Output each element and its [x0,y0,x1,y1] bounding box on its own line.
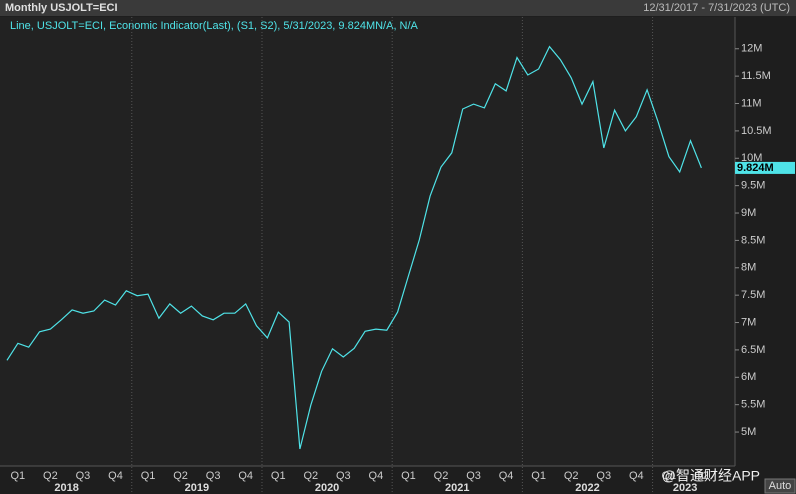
x-tick-label: Q1 [531,470,546,482]
x-tick-label: Q1 [401,470,416,482]
y-tick-label: 9M [741,207,756,219]
x-tick-label: Q2 [564,470,579,482]
year-label: 2022 [575,482,599,494]
year-label: 2020 [315,482,339,494]
x-tick-label: Q3 [76,470,91,482]
x-tick-label: Q1 [271,470,286,482]
y-tick-label: 7M [741,316,756,328]
x-tick-label: Q2 [303,470,318,482]
legend: Line, USJOLT=ECI, Economic Indicator(Las… [10,20,419,32]
y-tick-label: 5.5M [741,399,765,411]
x-tick-label: Q3 [206,470,221,482]
auto-button[interactable] [764,478,796,494]
y-tick-label: 10.5M [741,125,772,137]
x-tick-label: Q4 [499,470,514,482]
last-value-label: 9.824M [737,162,774,174]
y-tick-label: 9.5M [741,180,765,192]
x-tick-label: Q1 [11,470,26,482]
y-tick-label: 11M [741,97,762,109]
y-tick-label: 7.5M [741,289,765,301]
x-tick-label: Q4 [629,470,644,482]
header-title: Monthly USJOLT=ECI [5,2,118,14]
x-tick-label: Q2 [434,470,449,482]
year-label: 2021 [445,482,469,494]
year-label: 2023 [673,482,697,494]
x-tick-label: Q3 [596,470,611,482]
year-label: 2018 [54,482,78,494]
header-bar [0,0,796,16]
x-tick-label: Q4 [369,470,384,482]
series-line [6,45,702,450]
last-value-tag [735,161,795,174]
x-tick-label: Q1 [141,470,156,482]
x-tick-label: Q1 [662,470,677,482]
plot-area [0,17,735,466]
year-label: 2019 [185,482,209,494]
y-tick-label: 12M [741,43,762,55]
x-tick-label: Q4 [108,470,123,482]
x-tick-label: Q2 [173,470,188,482]
y-tick-label: 5M [741,426,756,438]
watermark: @智通财经APP [662,468,760,484]
x-tick-label: Q2 [694,470,709,482]
y-tick-label: 8.5M [741,234,765,246]
y-tick-label: 8M [741,262,756,274]
x-tick-label: Q3 [336,470,351,482]
x-tick-label: Q2 [43,470,58,482]
auto-label[interactable]: Auto [769,480,792,492]
y-tick-label: 11.5M [741,70,771,82]
y-tick-label: 10M [741,152,762,164]
header-range: 12/31/2017 - 7/31/2023 (UTC) [643,2,790,14]
x-tick-label: Q4 [238,470,253,482]
y-tick-label: 6M [741,371,756,383]
x-tick-label: Q3 [466,470,481,482]
y-tick-label: 6.5M [741,344,765,356]
